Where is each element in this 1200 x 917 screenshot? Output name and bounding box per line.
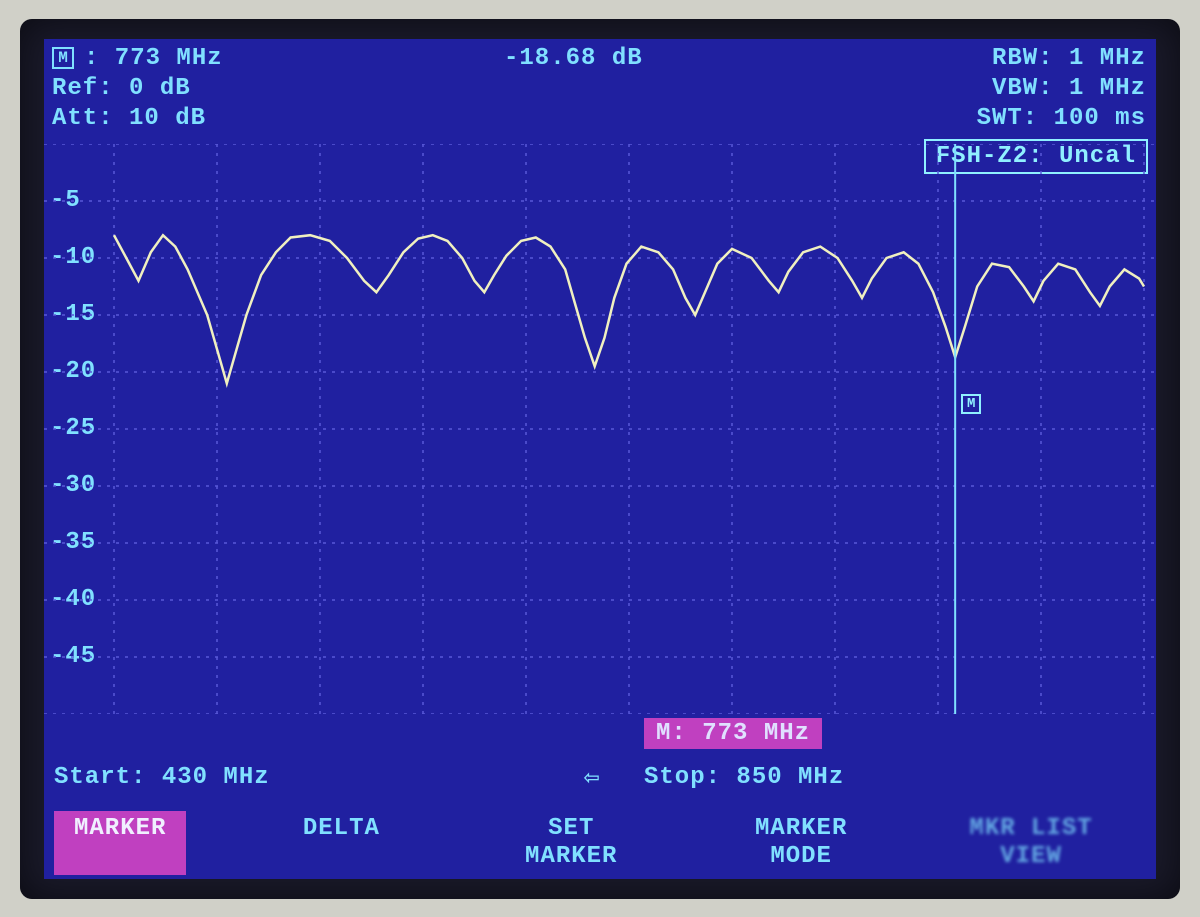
marker-frequency: : 773 MHz xyxy=(84,45,223,72)
start-frequency: Start: 430 MHz xyxy=(54,764,270,791)
stop-frequency: Stop: 850 MHz xyxy=(644,764,844,791)
marker-m-icon: M xyxy=(961,394,981,414)
softkey-mkr-list-view[interactable]: MKR LIST VIEW xyxy=(916,811,1146,874)
softkey-marker-mode[interactable]: MARKER MODE xyxy=(686,811,916,874)
marker-badge-icon: M xyxy=(52,47,74,69)
spectrum-chart xyxy=(44,144,1156,714)
softkey-delta[interactable]: DELTA xyxy=(226,811,456,874)
marker-level: -18.68 dB xyxy=(504,45,643,72)
ref-level: Ref: 0 dB xyxy=(52,75,191,102)
vbw: VBW: 1 MHz xyxy=(992,75,1146,102)
marker-readout-tag: M: 773 MHz xyxy=(644,718,822,749)
softkey-set-marker[interactable]: SET MARKER xyxy=(456,811,686,874)
softkey-bar: MARKER DELTASET MARKERMARKER MODEMKR LIST… xyxy=(44,811,1156,874)
softkey-marker[interactable]: MARKER xyxy=(54,811,186,874)
swt: SWT: 100 ms xyxy=(977,105,1146,132)
attenuation: Att: 10 dB xyxy=(52,105,206,132)
rbw: RBW: 1 MHz xyxy=(992,45,1146,72)
arrow-left-icon: ⇦ xyxy=(584,762,600,793)
instrument-bezel: M : 773 MHz Ref: 0 dB Att: 10 dB -18.68 … xyxy=(20,19,1180,899)
lcd-screen: M : 773 MHz Ref: 0 dB Att: 10 dB -18.68 … xyxy=(44,39,1156,879)
